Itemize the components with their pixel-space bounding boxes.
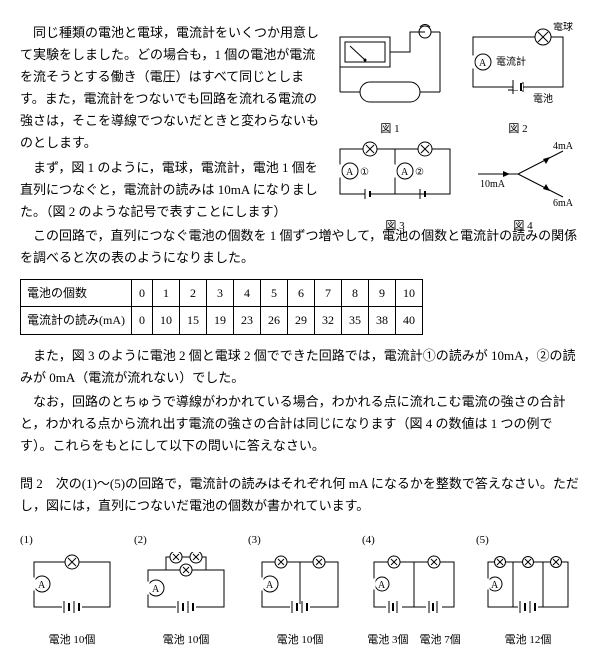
p2-caption: 電池 10個 [134, 631, 238, 650]
svg-text:6mA: 6mA [553, 198, 574, 209]
intro-para-1: 同じ種類の電池と電球，電流計をいくつか用意して実験をしました。どの場合も，1 個… [20, 22, 320, 155]
row2-label: 電流計の読み(mA) [21, 307, 132, 334]
figure-1: 図 1 [330, 22, 450, 139]
p3-caption: 電池 10個 [248, 631, 352, 650]
fig3-label: 図 3 [330, 217, 460, 236]
problem-5: (5) A 電池 12個 [476, 531, 580, 649]
row1-label: 電池の個数 [21, 280, 132, 307]
svg-text:A: A [479, 58, 487, 69]
svg-text:10mA: 10mA [480, 179, 506, 190]
svg-text:A: A [346, 167, 354, 178]
p1-caption: 電池 10個 [20, 631, 124, 650]
p1-num: (1) [20, 531, 124, 550]
fig4-label: 図 4 [468, 217, 578, 236]
question-2-label: 問 2 次の(1)〜(5)の回路で，電流計の読みはそれぞれ何 mA になるかを整… [20, 473, 580, 517]
post-para-1: また，図 3 のように電池 2 個と電球 2 個でできた回路では，電流計①の読み… [20, 345, 580, 389]
p4-caption: 電池 3個 電池 7個 [362, 631, 466, 650]
svg-text:A: A [491, 580, 499, 591]
figure-3: A ① A ② 図 3 [330, 139, 460, 236]
svg-text:A: A [378, 580, 386, 591]
svg-text:①: ① [360, 167, 369, 178]
fig2-label: 図 2 [458, 120, 578, 139]
data-table: 電池の個数 0 1 2 3 4 5 6 7 8 9 10 電流計の読み(mA) … [20, 279, 423, 335]
top-section: 同じ種類の電池と電球，電流計をいくつか用意して実験をしました。どの場合も，1 個… [20, 22, 580, 223]
p5-circuit: A [478, 552, 578, 622]
table-row-header: 電池の個数 0 1 2 3 4 5 6 7 8 9 10 [21, 280, 423, 307]
p5-caption: 電池 12個 [476, 631, 580, 650]
svg-text:A: A [38, 580, 46, 591]
problem-4: (4) A 電池 3個 電池 7個 [362, 531, 466, 649]
fig1-svg [330, 22, 450, 112]
fig4-svg: 4mA 10mA 6mA [468, 139, 578, 209]
intro-text-block: 同じ種類の電池と電球，電流計をいくつか用意して実験をしました。どの場合も，1 個… [20, 22, 320, 223]
battery-label: 電池 [533, 92, 553, 105]
p3-circuit: A [250, 552, 350, 622]
p2-circuit: A [136, 552, 236, 622]
fig1-label: 図 1 [330, 120, 450, 139]
p1-circuit: A [22, 552, 122, 622]
figures-block: 図 1 電球 A 電流計 [330, 22, 580, 235]
svg-text:②: ② [415, 167, 424, 178]
problem-3: (3) A 電池 10個 [248, 531, 352, 649]
intro-para-2: まず，図 1 のように，電球，電流計，電池 1 個を直列につなぐと，電流計の読み… [20, 157, 320, 223]
fig2-svg: 電球 A 電流計 電池 [458, 22, 578, 112]
problems-row: (1) A 電池 10個 (2) [20, 531, 580, 649]
p5-num: (5) [476, 531, 580, 550]
svg-text:A: A [401, 167, 409, 178]
fig3-svg: A ① A ② [330, 139, 460, 209]
bulb-label: 電球 [553, 22, 573, 33]
p3-num: (3) [248, 531, 352, 550]
ammeter-label: 電流計 [496, 55, 526, 68]
problem-2: (2) A 電池 10個 [134, 531, 238, 649]
problem-1: (1) A 電池 10個 [20, 531, 124, 649]
p4-circuit: A [364, 552, 464, 622]
svg-text:A: A [152, 584, 160, 595]
svg-text:A: A [266, 580, 274, 591]
p2-num: (2) [134, 531, 238, 550]
figure-4: 4mA 10mA 6mA 図 4 [468, 139, 578, 236]
post-para-2: なお，回路のとちゅうで導線がわかれている場合，わかれる点に流れこむ電流の強さの合… [20, 391, 580, 457]
figure-2: 電球 A 電流計 電池 図 2 [458, 22, 578, 139]
table-row-values: 電流計の読み(mA) 0 10 15 19 23 26 29 32 35 38 … [21, 307, 423, 334]
p4-num: (4) [362, 531, 466, 550]
svg-text:4mA: 4mA [553, 141, 574, 152]
